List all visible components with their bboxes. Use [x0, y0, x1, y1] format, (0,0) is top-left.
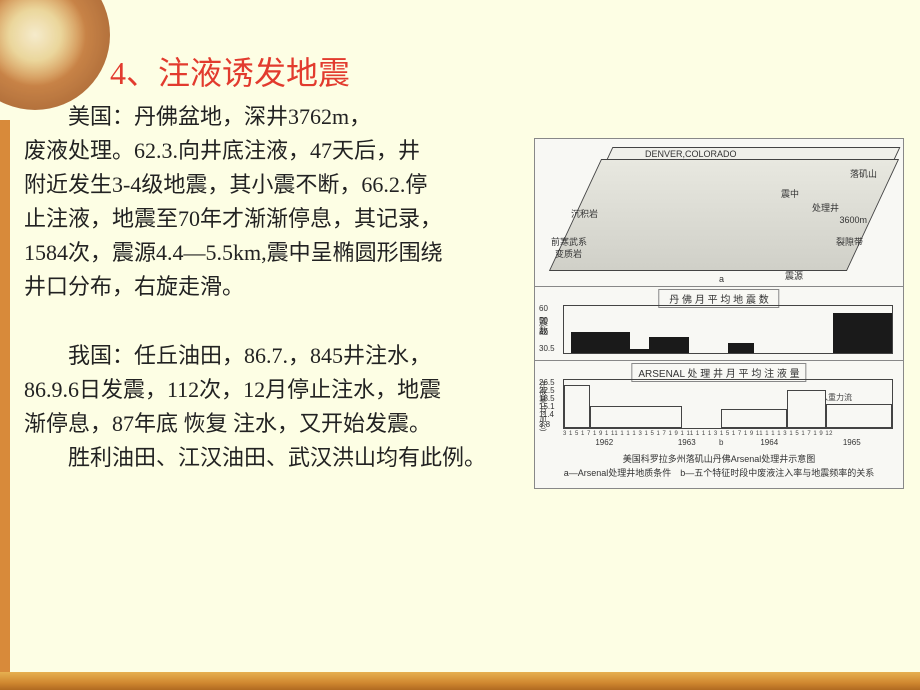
- slide-title: 4、注液诱发地震: [110, 48, 350, 94]
- xaxis-years: 1962 1963 1964 1965: [563, 438, 893, 447]
- para1-line3: 附近发生3-4级地震，其小震不断，66.2.停: [24, 168, 514, 202]
- para1-line1: 美国：丹佛盆地，深井3762m，: [24, 100, 514, 134]
- injection-step: [826, 404, 892, 428]
- label-sediment: 沉积岩: [571, 207, 598, 220]
- btick-4: 11.4: [539, 411, 554, 419]
- para1-line4: 止注液，地震至70年才渐渐停息，其记录，: [24, 202, 514, 236]
- injection-step: [564, 385, 590, 428]
- caption-line1: 美国科罗拉多州落矶山丹佛Arsenal处理井示意图: [543, 453, 895, 467]
- ytick-50: 50: [539, 317, 548, 325]
- ytick-60: 60: [539, 305, 548, 313]
- marker-b: b: [719, 438, 723, 447]
- figure-panel: DENVER,COLORADO 落矶山 震中 处理井 3600m 裂隙带 沉积岩…: [534, 138, 904, 489]
- side-strip: [0, 120, 10, 690]
- marker-a: a: [719, 274, 724, 284]
- bar: [571, 332, 630, 353]
- para1-line2: 废液处理。62.3.向井底注液，47天后，井: [24, 134, 514, 168]
- para2-line1: 我国：任丘油田，86.7.，845井注水，: [24, 339, 514, 373]
- label-well: 处理井: [812, 201, 839, 214]
- injection-step: [787, 390, 826, 428]
- injection-step: [721, 409, 787, 428]
- bottom-strip: [0, 672, 920, 690]
- label-hypocenter: 震源: [785, 269, 803, 282]
- figure-caption: 美国科罗拉多州落矶山丹佛Arsenal处理井示意图 a—Arsenal处理井地质…: [535, 449, 903, 488]
- label-mountain: 落矶山: [850, 167, 877, 180]
- para3: 胜利油田、江汉油田、武汉洪山均有此例。: [24, 441, 514, 475]
- corner-ornament: [0, 0, 110, 110]
- label-fracture: 裂隙带: [836, 235, 863, 248]
- year-3: 1965: [843, 438, 861, 447]
- label-metamorphic: 变质岩: [555, 247, 582, 260]
- ytick-40: 40: [539, 329, 548, 337]
- xticks-months: 3 1 5 1 7 1 9 1 11 1 1 1 3 1 5 1 7 1 9 1…: [563, 431, 893, 437]
- para2-line3: 渐停息，87年底 恢复 注水，又开始发震。: [24, 407, 514, 441]
- slide-body: 美国：丹佛盆地，深井3762m， 废液处理。62.3.向井底注液，47天后，井 …: [24, 100, 514, 475]
- label-depth: 3600m: [839, 215, 867, 225]
- bar: [630, 349, 650, 353]
- figure-header: DENVER,COLORADO: [645, 149, 737, 159]
- btick-5: 3.8: [539, 421, 550, 429]
- injection-step: [590, 406, 682, 428]
- year-0: 1962: [595, 438, 613, 447]
- para2-line2: 86.9.6日发震，112次，12月停止注水，地震: [24, 373, 514, 407]
- bar: [833, 313, 892, 353]
- figure-injection-chart: ARSENAL 处 理 井 月 平 均 注 液 量 注液量(10⁶加仑) 26.…: [535, 361, 903, 449]
- year-1: 1963: [678, 438, 696, 447]
- para1-line5: 1584次，震源4.4—5.5km,震中呈椭圆形围绕: [24, 236, 514, 270]
- ytick-30: 30.5: [539, 345, 555, 353]
- figure-earthquake-chart: 丹 佛 月 平 均 地 震 数 震数 60 50 40 30.5: [535, 287, 903, 361]
- figure-block-diagram: DENVER,COLORADO 落矶山 震中 处理井 3600m 裂隙带 沉积岩…: [535, 139, 903, 287]
- bar: [728, 343, 754, 353]
- caption-line2: a—Arsenal处理井地质条件 b—五个特征时段中废液注入率与地震频率的关系: [543, 467, 895, 481]
- para1-line6: 井口分布，右旋走滑。: [24, 270, 514, 304]
- bar: [649, 337, 688, 353]
- year-2: 1964: [760, 438, 778, 447]
- label-epicenter: 震中: [781, 187, 799, 200]
- step-chart-area: 注入重力流 压力泵: [563, 379, 893, 429]
- bar-chart-area: [563, 305, 893, 354]
